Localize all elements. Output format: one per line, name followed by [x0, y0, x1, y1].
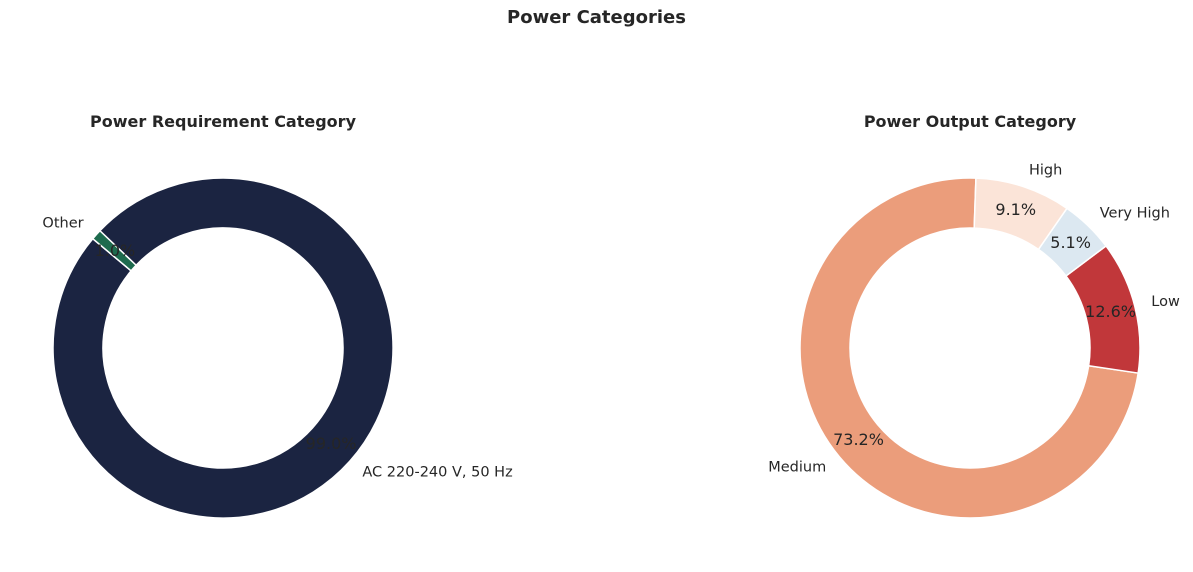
power-output-donut: Medium 73.2% Low 12.6% Very High 5.1% High 9.1%… — [768, 112, 1180, 519]
slice-label-ac-220-240-v-50-hz: AC 220-240 V, 50 Hz — [362, 465, 512, 481]
slice-ac-220-240-v-50-hz — [52, 177, 394, 519]
slice-medium — [799, 177, 1139, 519]
slice-label-low: Low — [1151, 294, 1180, 310]
pct-label-medium: 73.2% — [833, 430, 884, 449]
power-requirement-donut: AC 220-240 V, 50 Hz 99.0% Other 1.0% Power R… — [42, 112, 513, 519]
chart-title-power-output: Power Output Category — [864, 112, 1077, 131]
pct-label-other: 1.0% — [95, 241, 136, 260]
slice-label-high: High — [1029, 163, 1062, 179]
slice-label-medium: Medium — [768, 460, 826, 476]
page-title: Power Categories — [507, 7, 686, 28]
pct-label-high: 9.1% — [995, 200, 1036, 219]
pct-label-very-high: 5.1% — [1050, 233, 1091, 252]
slice-other — [91, 229, 138, 272]
slice-label-very-high: Very High — [1100, 205, 1170, 221]
chart-title-power-requirement: Power Requirement Category — [90, 112, 357, 131]
pct-label-low: 12.6% — [1085, 302, 1136, 321]
pct-label-ac-220-240-v-50-hz: 99.0% — [306, 434, 357, 453]
slice-label-other: Other — [42, 215, 83, 231]
slice-high — [973, 177, 1068, 251]
